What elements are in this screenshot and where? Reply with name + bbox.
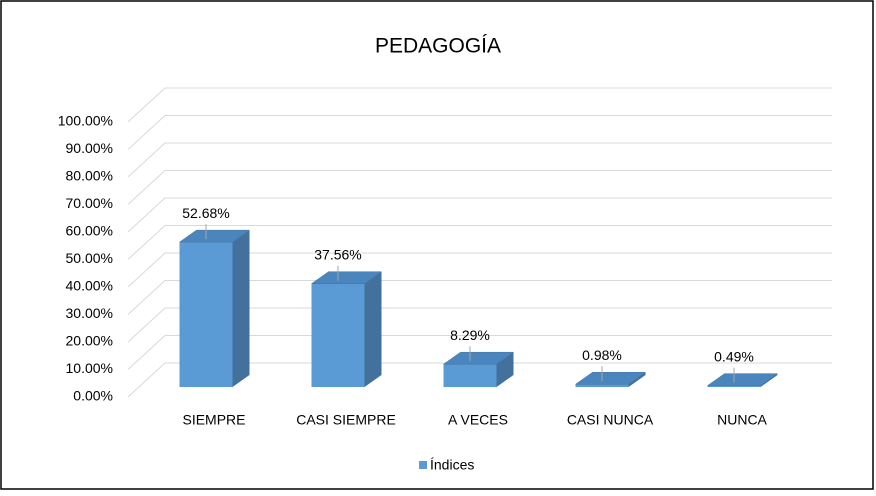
y-tick-label: 50.00%	[66, 250, 113, 266]
x-tick-label: SIEMPRE	[182, 412, 245, 428]
y-tick-label: 20.00%	[66, 333, 113, 349]
grid-line	[127, 197, 166, 233]
bar-top	[442, 351, 515, 365]
x-tick-label: A VECES	[448, 412, 508, 428]
bar	[443, 364, 497, 387]
data-label: 37.56%	[314, 246, 361, 262]
x-tick-label: NUNCA	[717, 412, 767, 428]
y-tick-label: 70.00%	[66, 195, 113, 211]
y-tick-label: 100.00%	[58, 113, 113, 129]
grid-line	[127, 87, 166, 123]
bar	[179, 242, 233, 387]
data-label: 0.98%	[582, 347, 622, 363]
bar	[707, 385, 761, 387]
y-tick-label: 10.00%	[66, 360, 113, 376]
grid-line	[127, 362, 166, 398]
legend-label: Índices	[430, 457, 474, 473]
legend-swatch	[419, 461, 427, 469]
y-tick-label: 0.00%	[73, 388, 113, 404]
grid-line	[127, 225, 166, 260]
bar-top	[706, 373, 779, 386]
y-tick-label: 80.00%	[66, 168, 113, 184]
data-label: 0.49%	[714, 348, 754, 364]
bar	[575, 384, 629, 387]
y-tick-label: 30.00%	[66, 305, 113, 321]
bar-side	[628, 372, 646, 387]
grid-line	[127, 307, 166, 343]
grid-line	[127, 115, 166, 150]
bar-top	[310, 271, 383, 284]
x-tick-label: CASI SIEMPRE	[296, 412, 396, 428]
chart-title: PEDAGOGÍA	[375, 35, 501, 58]
grid-line	[127, 252, 166, 288]
data-label: 8.29%	[450, 327, 490, 343]
grid-line	[127, 335, 166, 370]
grid-line	[127, 142, 166, 178]
y-tick-label: 40.00%	[66, 278, 113, 294]
bar-side	[760, 373, 778, 387]
bar	[311, 283, 365, 387]
bar-side	[364, 271, 382, 387]
bar-top	[574, 372, 647, 385]
y-tick-label: 60.00%	[66, 223, 113, 239]
bar-side	[496, 352, 514, 387]
bar-side	[232, 230, 250, 387]
data-label: 52.68%	[182, 205, 229, 221]
y-tick-label: 90.00%	[66, 140, 113, 156]
grid-line	[127, 170, 166, 205]
grid-line	[127, 280, 166, 315]
x-tick-label: CASI NUNCA	[567, 412, 654, 428]
bar-top	[178, 229, 251, 243]
